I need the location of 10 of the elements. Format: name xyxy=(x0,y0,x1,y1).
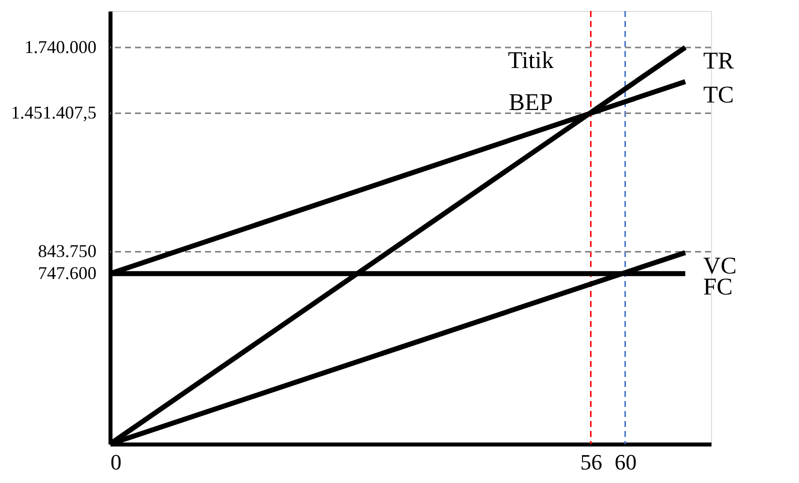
y-tick-label: 747.600 xyxy=(38,263,96,284)
y-tick-label: 1.740.000 xyxy=(24,36,96,57)
series-label: TR xyxy=(703,48,734,74)
series-label: TC xyxy=(703,82,734,109)
x-tick-label: 0 xyxy=(110,450,122,474)
annotation: Titik BEP xyxy=(508,48,554,116)
x-tick-label: 60 xyxy=(614,450,637,474)
y-tick-label: 1.451.407,5 xyxy=(11,102,96,123)
y-tick-label: 843.750 xyxy=(38,241,96,262)
x-tick-label: 56 xyxy=(580,450,602,474)
